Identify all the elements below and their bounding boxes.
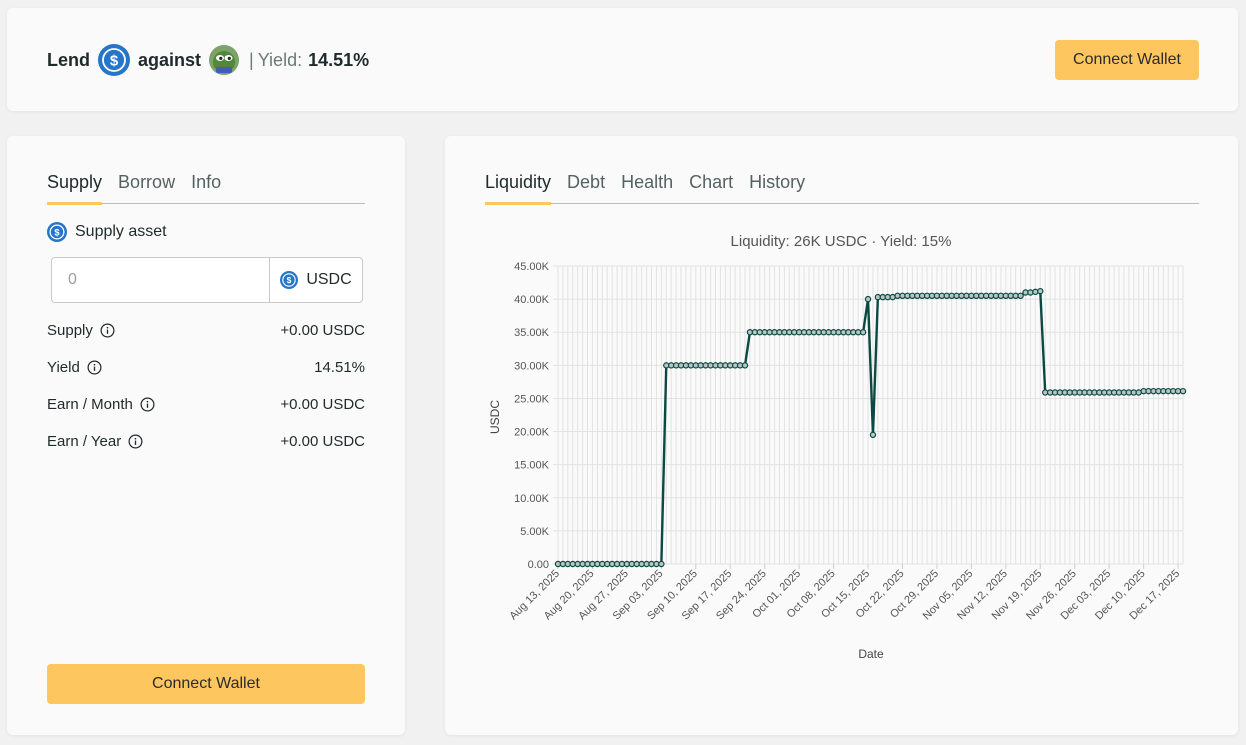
tab-info[interactable]: Info [191, 172, 222, 192]
supply-asset-heading: $ Supply asset [47, 222, 167, 242]
tab-chart[interactable]: Chart [689, 172, 734, 192]
chart-series [554, 287, 1187, 568]
data-point[interactable] [859, 329, 867, 336]
data-point[interactable] [869, 431, 877, 439]
data-point[interactable] [1179, 387, 1187, 395]
y-tick-label: 10.00K [514, 493, 550, 505]
info-circle-icon[interactable] [100, 323, 115, 338]
info-circle-icon[interactable] [87, 360, 102, 375]
data-point[interactable] [864, 295, 872, 303]
stat-row-supply: Supply +0.00 USDC [47, 322, 365, 339]
stat-label: Supply [47, 322, 93, 339]
y-tick-label: 45.00K [514, 261, 550, 273]
market-panel: Liquidity Debt Health Chart History Liqu… [445, 136, 1238, 735]
data-point[interactable] [1017, 292, 1024, 300]
supply-tabs: Supply Borrow Info [47, 172, 365, 205]
usdc-coin-icon: $ [280, 271, 299, 289]
asset-selector[interactable]: $ USDC [269, 258, 362, 302]
usdc-coin-icon: $ [47, 222, 67, 242]
tab-debt[interactable]: Debt [567, 172, 606, 192]
header-card: Lend $ against | Yield: 14.51% Connect W… [7, 8, 1238, 111]
market-tabs: Liquidity Debt Health Chart History [485, 172, 1199, 205]
supply-amount-field: $ USDC [51, 257, 363, 303]
y-tick-label: 15.00K [514, 460, 550, 472]
liquidity-chart: Liquidity: 26K USDC · Yield: 15% 0.00 5.0… [488, 233, 1187, 661]
lend-label: Lend [47, 49, 90, 70]
y-axis-label: USDC [488, 400, 502, 434]
market-title: Lend $ against | Yield: 14.51% [47, 44, 369, 76]
yield-value: 14.51% [308, 49, 370, 70]
connect-wallet-button[interactable]: Connect Wallet [47, 664, 365, 704]
title-separator: | [249, 49, 254, 70]
tab-borrow[interactable]: Borrow [118, 172, 176, 192]
data-point[interactable] [741, 362, 749, 369]
stat-value: +0.00 USDC [280, 396, 365, 413]
y-tick-label: 40.00K [514, 294, 550, 306]
tab-supply[interactable]: Supply [47, 172, 103, 205]
y-tick-label: 5.00K [520, 526, 549, 538]
supply-asset-label: Supply asset [75, 223, 167, 240]
yield-label: Yield: [257, 49, 303, 70]
info-circle-icon[interactable] [128, 434, 143, 449]
y-tick-label: 25.00K [514, 393, 550, 405]
tab-liquidity[interactable]: Liquidity [485, 172, 552, 205]
info-circle-icon[interactable] [140, 397, 155, 412]
svg-text:$: $ [110, 53, 119, 70]
against-label: against [138, 49, 202, 70]
svg-text:$: $ [287, 275, 292, 285]
chart-title: Liquidity: 26K USDC · Yield: 15% [731, 233, 952, 250]
supply-panel: Supply Borrow Info $ Supply asset $ USDC… [7, 136, 405, 735]
stat-value: 14.51% [314, 359, 365, 376]
stat-row-yield: Yield 14.51% [47, 359, 365, 376]
pepe-frog-icon [209, 45, 240, 75]
svg-text:$: $ [54, 227, 60, 237]
tab-health[interactable]: Health [621, 172, 674, 192]
supply-amount-input[interactable] [52, 258, 284, 302]
stat-row-earn-year: Earn / Year +0.00 USDC [47, 433, 365, 450]
y-tick-label: 35.00K [514, 327, 550, 339]
y-tick-label: 0.00 [528, 559, 549, 571]
stat-value: +0.00 USDC [280, 322, 365, 339]
y-tick-label: 30.00K [514, 360, 550, 372]
stat-value: +0.00 USDC [280, 433, 365, 450]
stat-label: Earn / Month [47, 396, 133, 413]
usdc-coin-icon: $ [98, 44, 130, 76]
stat-label: Earn / Year [47, 433, 122, 450]
asset-symbol: USDC [306, 271, 352, 288]
stat-label: Yield [47, 359, 80, 376]
data-point[interactable] [658, 560, 665, 568]
tab-history[interactable]: History [749, 172, 806, 192]
data-point[interactable] [1037, 287, 1044, 295]
chart-axes: 0.00 5.00K 10.00K 15.00K 20.00K 25.00K 30.00K 3… [507, 261, 1182, 622]
connect-wallet-button[interactable]: Connect Wallet [1055, 40, 1199, 80]
stat-row-earn-month: Earn / Month +0.00 USDC [47, 396, 365, 413]
x-axis-label: Date [858, 647, 884, 661]
y-tick-label: 20.00K [514, 427, 550, 439]
